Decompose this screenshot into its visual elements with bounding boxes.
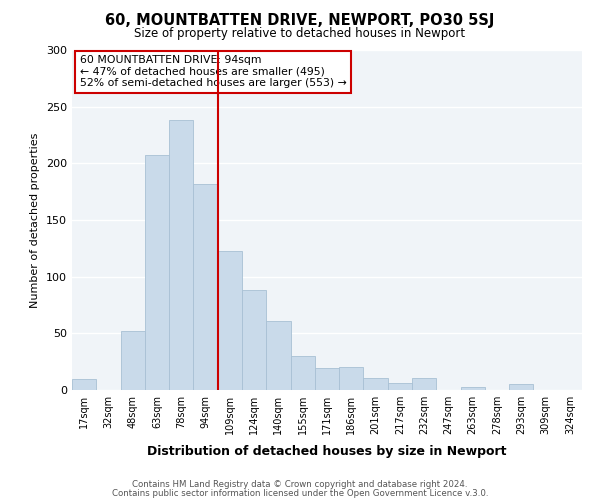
Bar (242, 290, 266, 390)
Bar (72, 378, 96, 390)
X-axis label: Distribution of detached houses by size in Newport: Distribution of detached houses by size … (147, 446, 507, 458)
Text: Contains HM Land Registry data © Crown copyright and database right 2024.: Contains HM Land Registry data © Crown c… (132, 480, 468, 489)
Text: 60, MOUNTBATTEN DRIVE, NEWPORT, PO30 5SJ: 60, MOUNTBATTEN DRIVE, NEWPORT, PO30 5SJ (106, 12, 494, 28)
Bar (364, 378, 388, 390)
Text: 60 MOUNTBATTEN DRIVE: 94sqm
← 47% of detached houses are smaller (495)
52% of se: 60 MOUNTBATTEN DRIVE: 94sqm ← 47% of det… (80, 55, 346, 88)
Bar (193, 184, 218, 390)
Bar (121, 331, 145, 390)
Text: Size of property relative to detached houses in Newport: Size of property relative to detached ho… (134, 28, 466, 40)
Bar (169, 120, 193, 390)
Bar (315, 368, 339, 390)
Bar (290, 356, 315, 390)
Bar (266, 321, 290, 390)
Bar (461, 386, 485, 390)
Bar (388, 383, 412, 390)
Bar (145, 156, 169, 390)
Bar (509, 384, 533, 390)
Text: Contains public sector information licensed under the Open Government Licence v.: Contains public sector information licen… (112, 489, 488, 498)
Bar (218, 250, 242, 390)
Bar (412, 378, 436, 390)
Y-axis label: Number of detached properties: Number of detached properties (31, 132, 40, 308)
Bar (339, 368, 364, 390)
